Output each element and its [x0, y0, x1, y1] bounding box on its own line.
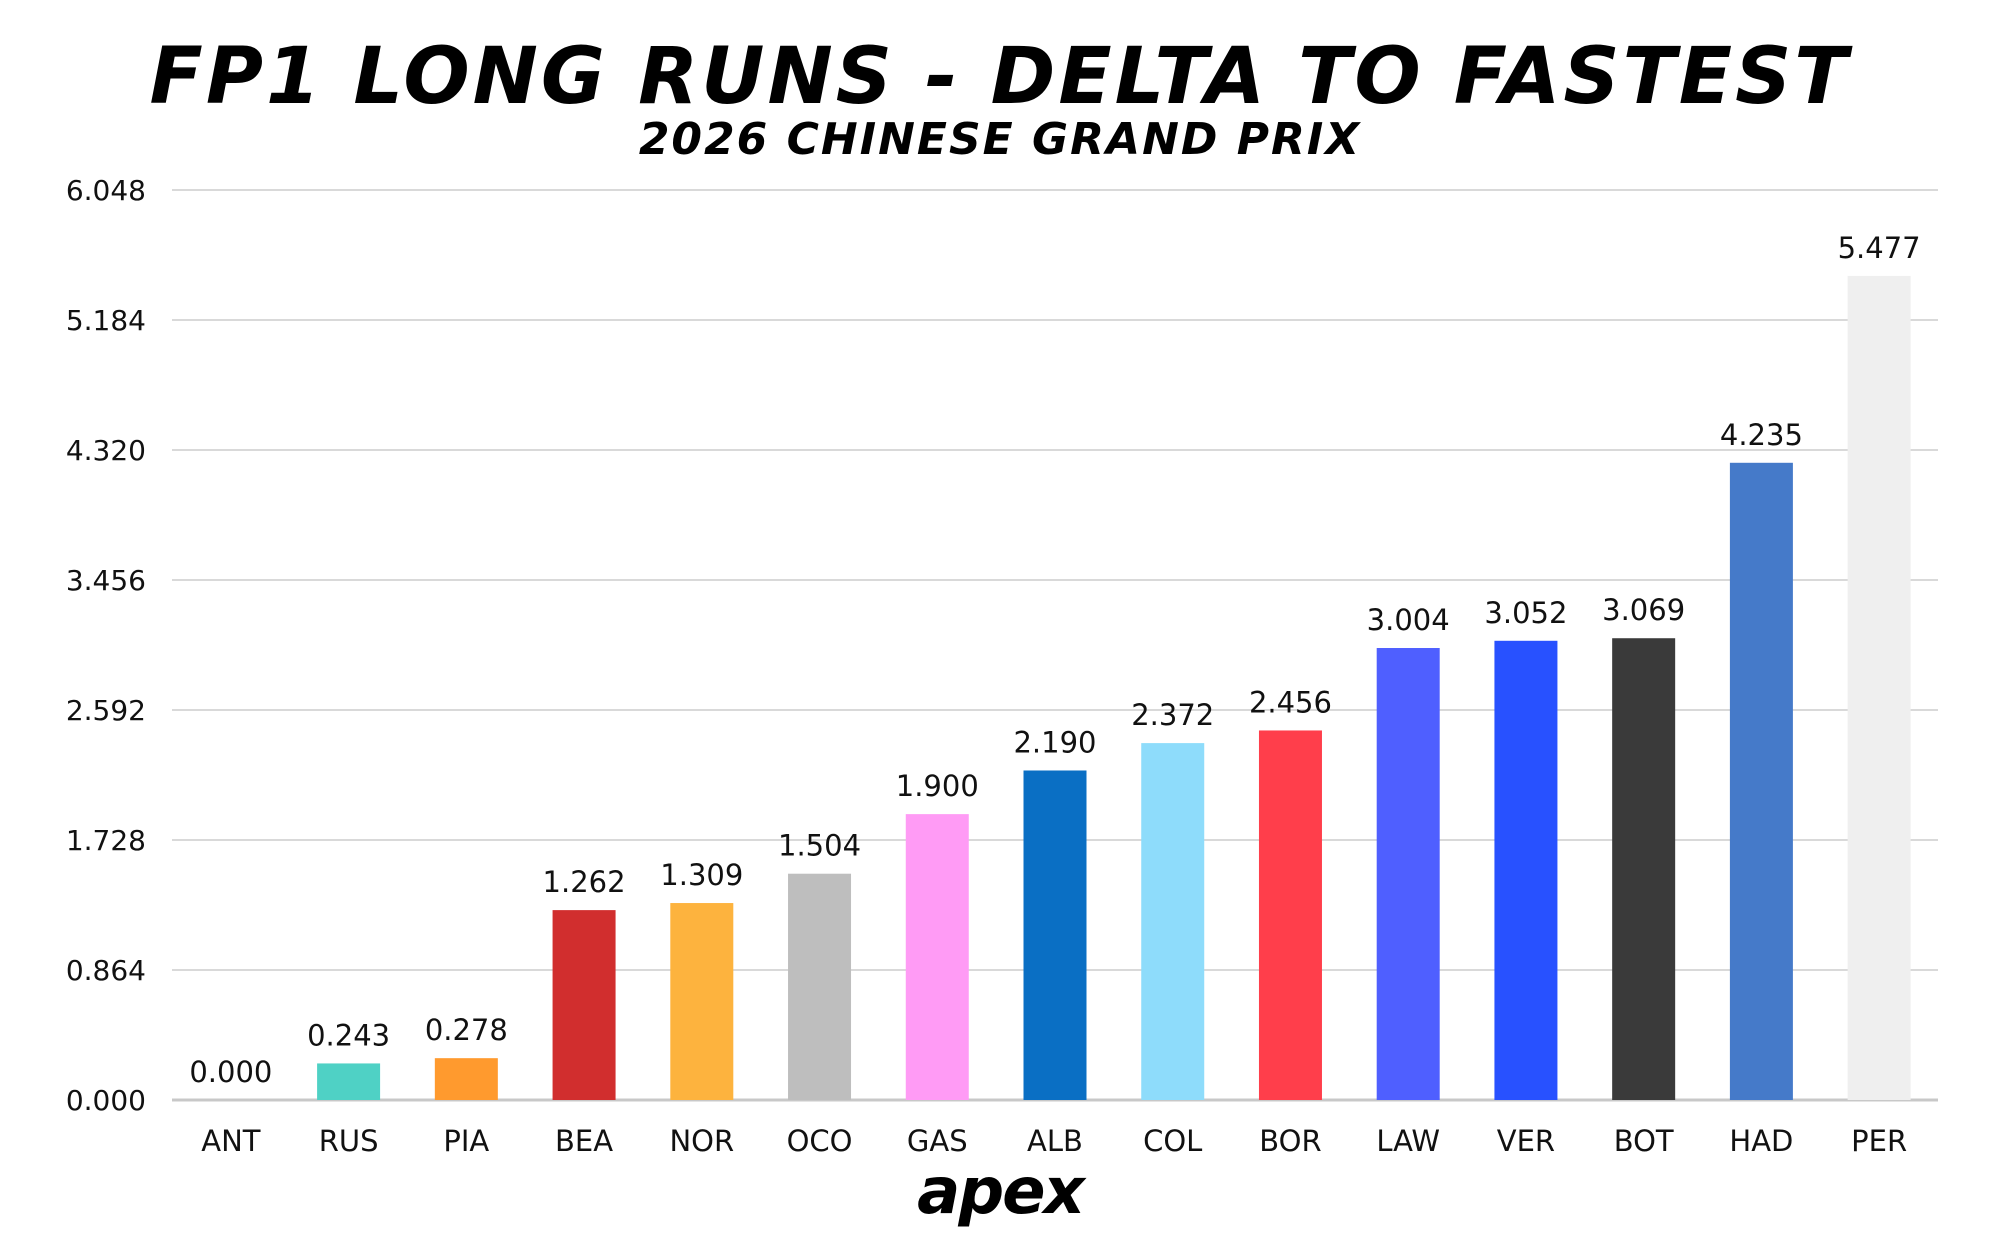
value-label-oco: 1.504	[778, 829, 861, 863]
value-label-bot: 3.069	[1602, 593, 1685, 627]
x-tick-label-alb: ALB	[1027, 1124, 1083, 1158]
bar-bot	[1612, 638, 1676, 1100]
value-label-col: 2.372	[1131, 698, 1214, 732]
x-tick-label-bor: BOR	[1259, 1124, 1321, 1158]
y-tick-label: 0.000	[66, 1084, 146, 1117]
x-tick-label-pia: PIA	[443, 1124, 489, 1158]
x-tick-label-rus: RUS	[319, 1124, 379, 1158]
x-tick-label-gas: GAS	[907, 1124, 968, 1158]
x-tick-label-had: HAD	[1729, 1124, 1793, 1158]
apex-logo: apex	[917, 1155, 1085, 1229]
x-axis-ticks: ANT RUS PIA BEA NOR OCO GAS ALB COL BOR LAW VER BOT H…	[201, 1124, 1907, 1158]
x-tick-label-bea: BEA	[555, 1124, 613, 1158]
value-label-pia: 0.278	[425, 1013, 508, 1047]
value-label-had: 4.235	[1720, 418, 1803, 452]
y-axis-ticks: 0.000 0.864 1.728 2.592 3.456 4.320 5.184 6.048	[66, 174, 146, 1117]
y-tick-label: 1.728	[66, 824, 146, 857]
bar-bea	[552, 910, 616, 1100]
x-tick-label-ver: VER	[1497, 1124, 1555, 1158]
bar-bor	[1258, 730, 1322, 1100]
bar-nor	[670, 903, 734, 1100]
bar-ver	[1494, 640, 1558, 1100]
x-tick-label-bot: BOT	[1614, 1124, 1674, 1158]
bar-pia	[434, 1058, 498, 1100]
value-label-bea: 1.262	[543, 865, 626, 899]
x-tick-label-col: COL	[1143, 1124, 1202, 1158]
bar-had	[1729, 462, 1793, 1101]
y-tick-label: 2.592	[66, 694, 146, 727]
y-tick-label: 3.456	[66, 564, 146, 597]
value-label-bor: 2.456	[1249, 685, 1332, 719]
value-label-law: 3.004	[1367, 603, 1450, 637]
value-label-nor: 1.309	[660, 858, 743, 892]
value-label-alb: 2.190	[1013, 725, 1096, 759]
bar-col	[1141, 743, 1205, 1100]
bar-oco	[788, 873, 852, 1100]
x-tick-label-per: PER	[1851, 1124, 1907, 1158]
y-tick-label: 5.184	[66, 304, 146, 337]
bar-per	[1847, 275, 1911, 1101]
value-label-per: 5.477	[1838, 231, 1921, 265]
value-label-ver: 3.052	[1484, 596, 1567, 630]
y-tick-label: 6.048	[66, 174, 146, 207]
value-labels: 0.000 0.243 0.278 1.262 1.309 1.504 1.900 2.190…	[189, 231, 1920, 1089]
x-tick-label-ant: ANT	[201, 1124, 261, 1158]
chart-subtitle: 2026 CHINESE GRAND PRIX	[638, 114, 1362, 165]
y-tick-label: 0.864	[66, 954, 146, 987]
value-label-rus: 0.243	[307, 1018, 390, 1052]
bars	[317, 275, 1911, 1101]
x-tick-label-nor: NOR	[669, 1124, 734, 1158]
value-label-gas: 1.900	[896, 769, 979, 803]
x-tick-label-law: LAW	[1376, 1124, 1440, 1158]
value-label-ant: 0.000	[189, 1055, 272, 1089]
x-tick-label-oco: OCO	[787, 1124, 853, 1158]
chart-title: FP1 LONG RUNS - DELTA TO FASTEST	[149, 32, 1851, 122]
y-tick-label: 4.320	[66, 434, 146, 467]
bar-law	[1376, 648, 1440, 1100]
bar-gas	[905, 814, 969, 1100]
bar-rus	[317, 1063, 381, 1100]
bar-alb	[1023, 770, 1087, 1100]
